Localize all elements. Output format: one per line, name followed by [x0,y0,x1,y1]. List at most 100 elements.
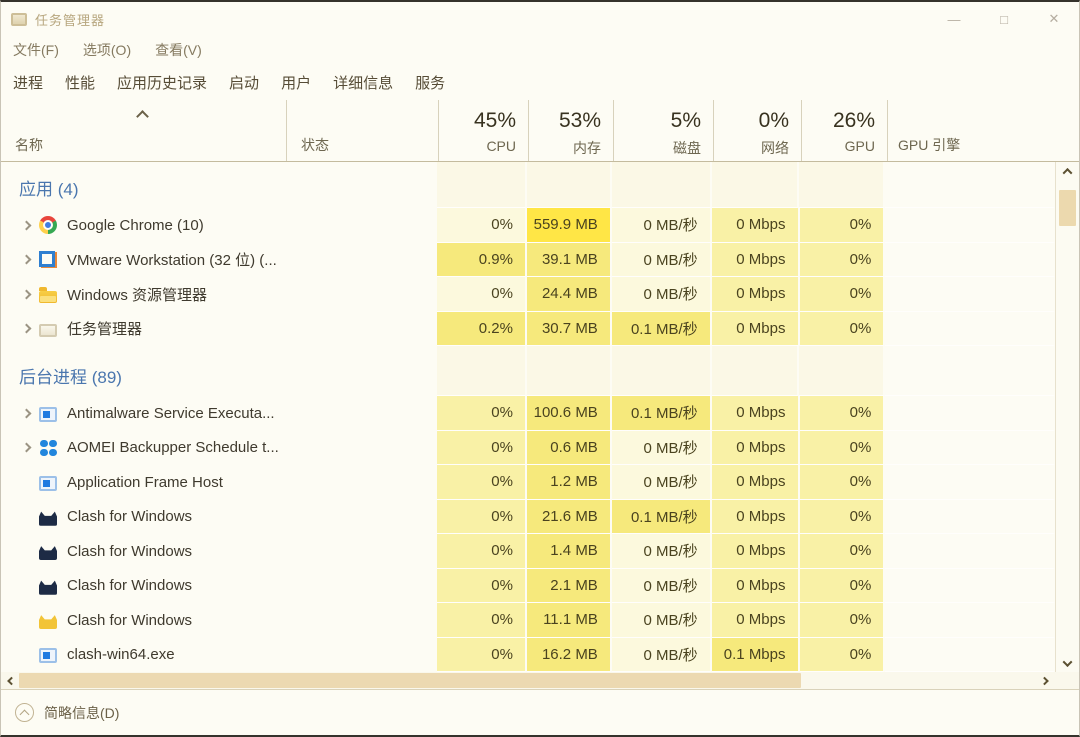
expand-chevron-icon[interactable] [21,408,31,419]
gpu-engine-cell [885,637,1056,672]
expand-chevron-icon[interactable] [21,254,31,265]
tab-users[interactable]: 用户 [281,74,312,92]
network-cell: 0 Mbps [711,277,800,312]
tab-details[interactable]: 详细信息 [333,74,394,92]
cpu-cell: 0.9% [437,242,527,277]
scroll-up-icon[interactable] [1056,162,1079,180]
maximize-button[interactable]: □ [1000,11,1008,27]
disk-cell: 0.1 MB/秒 [611,311,712,346]
process-row[interactable]: Antimalware Service Executa... 0% 100.6 MB… [1,396,1056,431]
process-row[interactable]: 任务管理器 0.2% 30.7 MB 0.1 MB/秒 0 Mbps 0% [1,311,1056,347]
expand-chevron-icon[interactable] [21,220,31,231]
column-header-memory[interactable]: 53% 内存 [528,100,613,161]
process-row[interactable]: Clash for Windows 0% 11.1 MB 0 MB/秒 0 Mbps 0% [1,603,1056,638]
network-cell: 0 Mbps [711,603,800,638]
menu-view[interactable]: 查看(V) [155,42,202,58]
status-cell [285,638,437,673]
column-header-cpu[interactable]: 45% CPU [438,100,528,161]
column-header-name[interactable]: 名称 [15,137,43,153]
tab-processes[interactable]: 进程 [13,74,44,92]
expand-chevron-icon[interactable] [21,323,31,334]
disk-cell: 0 MB/秒 [611,430,712,465]
process-row[interactable]: clash-win64.exe 0% 16.2 MB 0 MB/秒 0.1 Mbps 0% [1,637,1056,673]
window-title: 任务管理器 [35,12,106,28]
vmware-icon [39,250,57,269]
process-row[interactable]: Clash for Windows 0% 2.1 MB 0 MB/秒 0 Mbps 0% [1,568,1056,604]
network-cell: 0 Mbps [711,499,800,534]
status-cell [285,431,437,466]
network-total-percent: 0% [758,109,789,132]
group-header-row[interactable]: 后台进程 (89) [1,346,1055,396]
disk-total-percent: 5% [670,109,701,132]
gpu-cell: 0% [799,430,886,465]
cpu-cell: 0% [437,208,527,243]
taskmgr-icon [39,323,57,337]
gpu-engine-cell [885,534,1056,569]
scroll-down-icon[interactable] [1056,654,1079,672]
vertical-scrollbar[interactable] [1055,162,1079,672]
process-row[interactable]: AOMEI Backupper Schedule t... 0% 0.6 MB 0 M… [1,430,1056,466]
expand-chevron-icon[interactable] [21,289,31,300]
disk-cell: 0 MB/秒 [611,534,712,569]
column-header-status[interactable]: 状态 [286,100,438,161]
tab-performance[interactable]: 性能 [65,74,96,92]
memory-cell: 100.6 MB [526,396,612,431]
horizontal-scrollbar[interactable] [1,672,1079,690]
cpu-cell: 0.2% [437,311,527,346]
gpu-cell: 0% [799,396,886,431]
gpu-engine-cell [885,311,1056,346]
cpu-cell: 0% [437,430,527,465]
menu-options[interactable]: 选项(O) [82,42,132,58]
tab-services[interactable]: 服务 [415,74,446,92]
group-header-row[interactable]: 应用 (4) [1,162,1055,208]
fewer-details-toggle[interactable]: 简略信息(D) [15,703,119,723]
gpu-engine-cell [885,568,1056,603]
tab-startup[interactable]: 启动 [229,74,260,92]
network-cell: 0 Mbps [711,311,800,346]
column-header-gpu-engine[interactable]: GPU 引擎 [887,100,1057,161]
process-row[interactable]: Windows 资源管理器 0% 24.4 MB 0 MB/秒 0 Mbps 0% [1,277,1056,312]
status-cell [285,312,437,347]
gpu-cell: 0% [799,311,886,346]
close-button[interactable]: ✕ [1048,11,1060,26]
cpu-cell: 0% [437,499,527,534]
gpu-engine-cell [885,208,1056,243]
network-cell: 0 Mbps [711,396,800,431]
memory-total-percent: 53% [558,109,601,132]
process-row[interactable]: Google Chrome (10) 0% 559.9 MB 0 MB/秒 0 Mbps… [1,208,1056,243]
menu-file[interactable]: 文件(F) [13,42,59,58]
status-cell [285,243,437,278]
cpu-cell: 0% [437,396,527,431]
gpu-cell: 0% [799,242,886,277]
process-table: 应用 (4) Google Chrome (10) 0% 559.9 MB 0 MB/秒… [1,162,1079,672]
vertical-scroll-thumb[interactable] [1059,190,1076,226]
cpu-total-percent: 45% [473,109,516,132]
explorer-icon [39,287,57,304]
process-name: Google Chrome (10) [67,216,204,234]
minimize-button[interactable]: — [947,11,961,27]
gpu-engine-cell [885,430,1056,465]
group-title: 后台进程 (89) [19,368,122,387]
process-row[interactable]: Clash for Windows 0% 1.4 MB 0 MB/秒 0 Mbps 0% [1,534,1056,569]
horizontal-scroll-thumb[interactable] [19,673,801,688]
status-cell [285,208,437,243]
scroll-left-icon[interactable] [1,672,19,689]
scroll-right-icon[interactable] [1037,672,1055,689]
disk-cell: 0 MB/秒 [611,568,712,603]
gpu-engine-cell [885,465,1056,500]
column-header-gpu[interactable]: 26% GPU [801,100,887,161]
process-name: clash-win64.exe [67,646,175,664]
cpu-cell: 0% [437,534,527,569]
cpu-cell: 0% [437,637,527,672]
process-row[interactable]: Application Frame Host 0% 1.2 MB 0 MB/秒 0 Mb… [1,465,1056,500]
process-row[interactable]: Clash for Windows 0% 21.6 MB 0.1 MB/秒 0 Mbps… [1,499,1056,534]
process-row[interactable]: VMware Workstation (32 位) (... 0.9% 39.1 M… [1,242,1056,278]
status-cell [285,569,437,604]
cpu-cell: 0% [437,277,527,312]
column-header-network[interactable]: 0% 网络 [713,100,801,161]
process-name: Clash for Windows [67,611,193,629]
column-header-disk[interactable]: 5% 磁盘 [613,100,713,161]
tab-app-history[interactable]: 应用历史记录 [117,74,208,92]
memory-cell: 30.7 MB [526,311,612,346]
expand-chevron-icon[interactable] [21,442,31,453]
